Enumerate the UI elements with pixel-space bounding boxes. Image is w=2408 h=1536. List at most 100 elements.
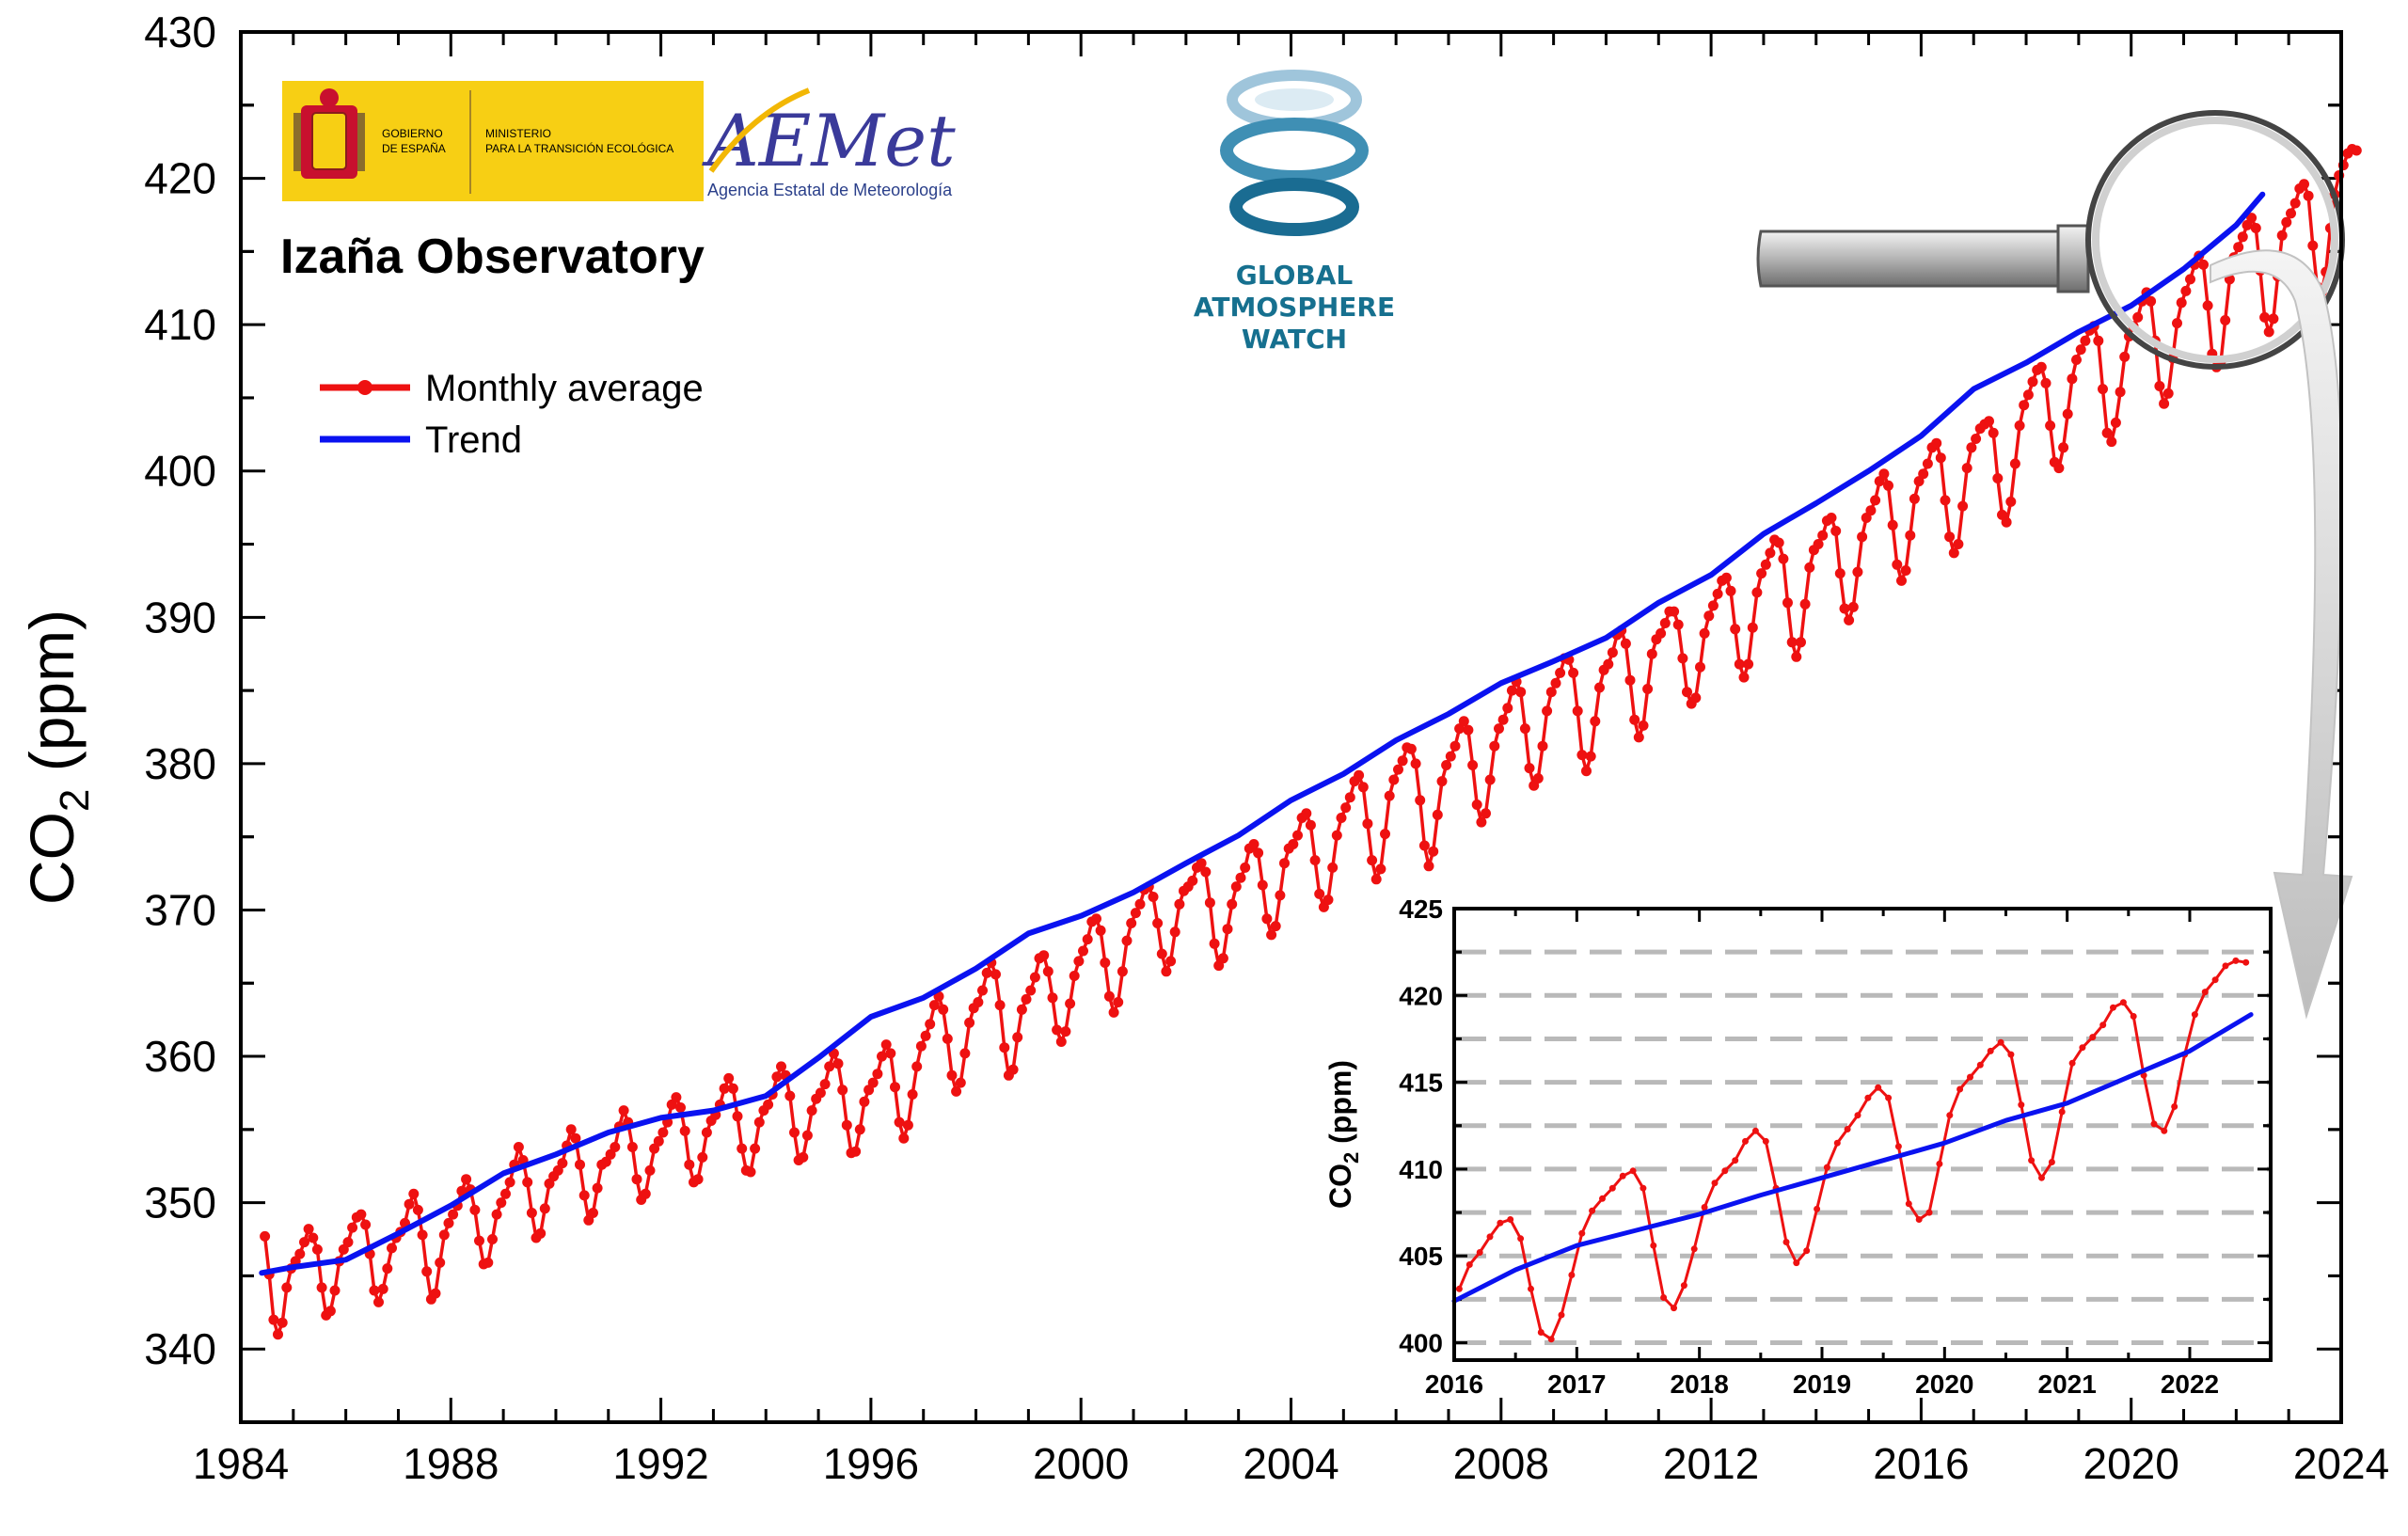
monthly-point bbox=[854, 1124, 865, 1135]
monthly-point bbox=[1165, 956, 1177, 967]
x-tick-label: 1992 bbox=[612, 1439, 708, 1488]
y-tick-label: 420 bbox=[144, 154, 216, 203]
monthly-point bbox=[1174, 898, 1185, 910]
monthly-point bbox=[763, 1099, 774, 1110]
monthly-point bbox=[1065, 998, 1076, 1009]
monthly-point bbox=[1742, 1137, 1749, 1145]
monthly-point bbox=[1847, 601, 1859, 612]
gaw-line3: WATCH bbox=[1242, 324, 1347, 355]
monthly-point bbox=[382, 1263, 393, 1275]
monthly-point bbox=[890, 1082, 900, 1093]
monthly-point bbox=[981, 967, 992, 978]
monthly-point bbox=[2222, 962, 2229, 970]
monthly-point bbox=[1756, 568, 1767, 579]
x-tick-label: 2004 bbox=[1243, 1439, 1339, 1488]
monthly-point bbox=[2089, 1034, 2097, 1041]
monthly-point bbox=[2014, 420, 2025, 431]
monthly-point bbox=[928, 1000, 940, 1011]
inset-monthly-series bbox=[1455, 957, 2250, 1343]
main-trend-series bbox=[259, 191, 2266, 1276]
monthly-point bbox=[973, 997, 984, 1007]
monthly-point bbox=[513, 1142, 524, 1152]
monthly-point bbox=[448, 1209, 459, 1220]
y-tick-label: 415 bbox=[1399, 1069, 1443, 1098]
monthly-point bbox=[2071, 355, 2082, 365]
monthly-point bbox=[1608, 1184, 1616, 1192]
monthly-point bbox=[2351, 145, 2362, 156]
monthly-point bbox=[2150, 1120, 2158, 1128]
monthly-point bbox=[1894, 1143, 1902, 1150]
monthly-point bbox=[1585, 751, 1596, 762]
monthly-point bbox=[1016, 1004, 1027, 1015]
monthly-point bbox=[1073, 956, 1085, 967]
monthly-point bbox=[1760, 559, 1771, 570]
monthly-point bbox=[885, 1048, 896, 1059]
monthly-point bbox=[1471, 800, 1482, 810]
monthly-point bbox=[1126, 918, 1137, 928]
monthly-point bbox=[867, 1077, 879, 1088]
monthly-point bbox=[815, 1087, 826, 1099]
monthly-point bbox=[539, 1203, 550, 1214]
monthly-point bbox=[994, 1000, 1006, 1011]
monthly-point bbox=[951, 1085, 962, 1097]
monthly-point bbox=[1948, 547, 1959, 559]
monthly-point bbox=[1455, 1285, 1463, 1292]
monthly-point bbox=[500, 1188, 511, 1199]
monthly-point bbox=[1699, 627, 1710, 639]
monthly-point bbox=[1187, 875, 1198, 886]
x-tick-label: 1996 bbox=[823, 1439, 919, 1488]
monthly-point bbox=[2299, 179, 2309, 190]
monthly-point bbox=[692, 1174, 704, 1185]
x-tick-label: 2021 bbox=[2038, 1370, 2097, 1399]
monthly-point bbox=[1905, 530, 1916, 541]
monthly-point bbox=[2058, 442, 2069, 453]
monthly-point bbox=[417, 1229, 428, 1241]
monthly-point bbox=[1925, 1209, 1933, 1216]
gaw-line2: ATMOSPHERE bbox=[1194, 292, 1395, 323]
monthly-point bbox=[1375, 863, 1386, 875]
monthly-point bbox=[1961, 463, 1972, 474]
monthly-point bbox=[1266, 929, 1277, 941]
monthly-point bbox=[2079, 1044, 2086, 1052]
monthly-point bbox=[2045, 420, 2056, 431]
monthly-point bbox=[2110, 1004, 2116, 1011]
monthly-point bbox=[2233, 242, 2244, 253]
monthly-point bbox=[1209, 938, 1220, 949]
y-tick-label: 350 bbox=[144, 1179, 216, 1227]
monthly-point bbox=[565, 1124, 577, 1135]
monthly-point bbox=[1823, 1164, 1830, 1171]
monthly-point bbox=[2018, 1101, 2025, 1109]
monthly-point bbox=[1029, 972, 1040, 983]
monthly-point bbox=[1786, 637, 1798, 648]
monthly-point bbox=[1148, 892, 1159, 902]
monthly-point bbox=[1336, 813, 1347, 823]
monthly-point bbox=[1476, 1249, 1483, 1256]
monthly-point bbox=[1909, 493, 1920, 504]
x-tick-label: 2016 bbox=[1425, 1370, 1483, 1399]
monthly-point bbox=[907, 1089, 918, 1100]
monthly-point bbox=[2068, 1059, 2076, 1067]
monthly-point bbox=[1751, 587, 1763, 598]
monthly-point bbox=[824, 1061, 835, 1072]
monthly-point bbox=[570, 1132, 581, 1144]
monthly-point bbox=[1458, 716, 1469, 727]
monthly-point bbox=[671, 1092, 682, 1103]
monthly-point bbox=[1629, 714, 1640, 725]
monthly-point bbox=[1489, 740, 1500, 752]
monthly-point bbox=[1410, 758, 1421, 769]
monthly-point bbox=[535, 1227, 547, 1239]
monthly-point bbox=[2009, 458, 2020, 469]
monthly-point bbox=[1935, 452, 1946, 464]
gaw-line1: GLOBAL bbox=[1236, 260, 1354, 291]
monthly-point bbox=[732, 1111, 743, 1122]
monthly-point bbox=[1765, 547, 1776, 559]
monthly-point bbox=[1659, 618, 1671, 628]
monthly-point bbox=[626, 1142, 638, 1152]
monthly-point bbox=[1878, 468, 1890, 480]
monthly-point bbox=[1025, 985, 1037, 996]
monthly-point bbox=[977, 985, 988, 996]
monthly-point bbox=[1944, 531, 1956, 543]
monthly-point bbox=[1997, 1038, 2004, 1046]
monthly-point bbox=[1677, 653, 1688, 664]
monthly-point bbox=[1804, 562, 1815, 573]
